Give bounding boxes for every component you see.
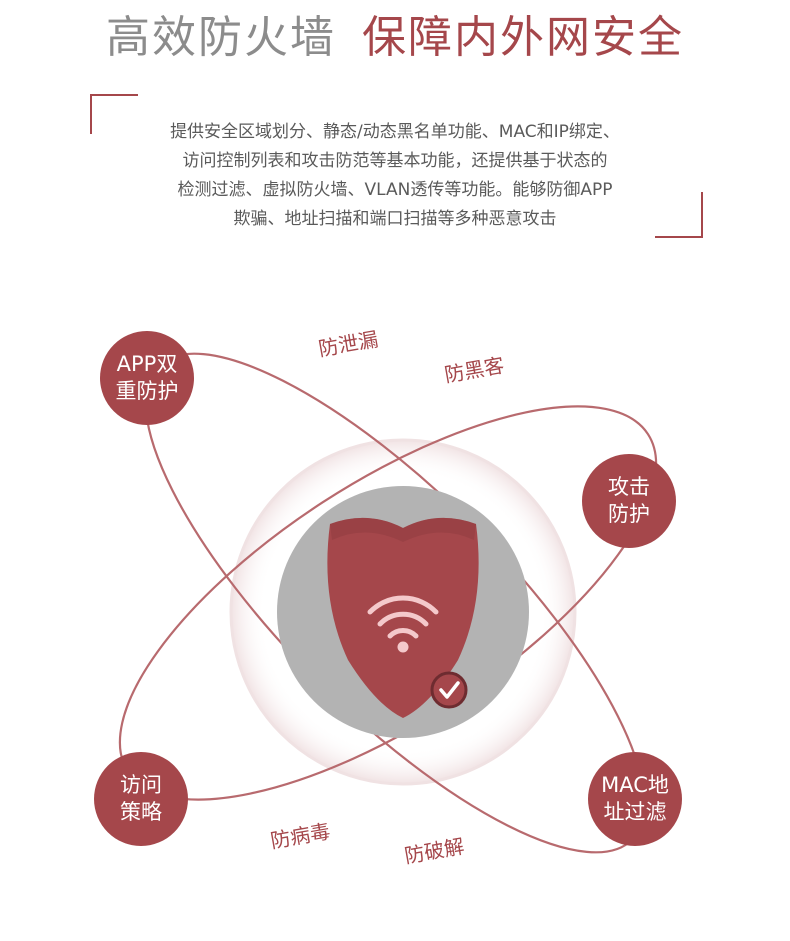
description-line: 欺骗、地址扫描和端口扫描等多种恶意攻击 (233, 209, 557, 229)
description-line: 检测过滤、虚拟防火墙、VLAN透传等功能。能够防御APP (177, 180, 613, 200)
check-circle-icon (430, 671, 468, 709)
node-label: 重防护 (115, 379, 179, 403)
page-title: 高效防火墙 保障内外网安全 (0, 6, 790, 70)
node-label: MAC地 (601, 773, 669, 797)
node-label: 攻击 (608, 475, 650, 499)
node-app-protection: APP双 重防护 (100, 331, 194, 425)
node-label: 址过滤 (603, 800, 667, 824)
title-left: 高效防火墙 (106, 12, 336, 63)
bracket-top-left (90, 94, 138, 134)
node-attack-protection: 攻击 防护 (582, 454, 676, 548)
description: 提供安全区域划分、静态/动态黑名单功能、MAC和IP绑定、 访问控制列表和攻击防… (100, 118, 690, 234)
bracket-bottom-right (655, 192, 703, 238)
node-label: 访问 (120, 773, 162, 797)
title-right: 保障内外网安全 (362, 12, 684, 63)
node-label: APP双 (116, 352, 178, 376)
shield-wifi-icon (327, 517, 479, 718)
node-label: 策略 (120, 800, 162, 824)
description-line: 访问控制列表和攻击防范等基本功能，还提供基于状态的 (182, 151, 608, 171)
node-access-policy: 访问 策略 (94, 752, 188, 846)
description-line: 提供安全区域划分、静态/动态黑名单功能、MAC和IP绑定、 (170, 122, 620, 142)
node-mac-filter: MAC地 址过滤 (588, 752, 682, 846)
node-label: 防护 (608, 502, 650, 526)
